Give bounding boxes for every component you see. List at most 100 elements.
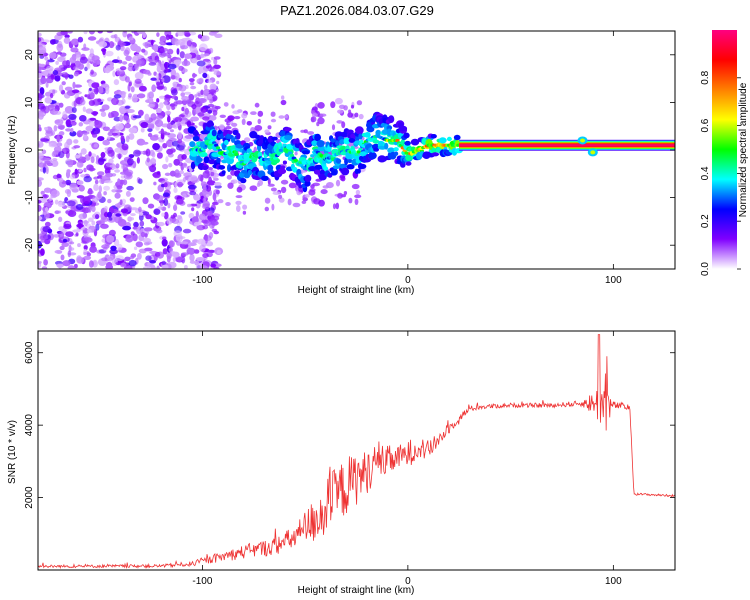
- noise-speckle: [192, 72, 196, 79]
- noise-speckle: [108, 158, 114, 164]
- ridge-blob: [236, 132, 241, 140]
- ridge-blob: [339, 139, 345, 145]
- transition-speckle: [225, 202, 231, 206]
- noise-speckle: [174, 169, 180, 177]
- noise-speckle: [90, 92, 95, 99]
- noise-speckle: [153, 71, 157, 76]
- noise-speckle: [38, 32, 42, 37]
- transition-speckle: [343, 191, 348, 195]
- noise-speckle: [107, 136, 111, 140]
- ridge-blob: [330, 138, 336, 143]
- noise-speckle: [63, 37, 71, 44]
- noise-speckle: [153, 208, 161, 215]
- ridge-blob: [298, 184, 303, 189]
- noise-speckle: [53, 110, 62, 115]
- ridge-blob: [227, 164, 232, 172]
- noise-speckle: [51, 143, 58, 147]
- noise-speckle: [210, 221, 219, 226]
- noise-speckle: [76, 130, 84, 138]
- noise-speckle: [91, 205, 96, 213]
- transition-speckle: [332, 203, 337, 210]
- transition-speckle: [227, 182, 234, 189]
- transition-speckle: [334, 97, 343, 105]
- noise-speckle: [65, 179, 72, 186]
- ridge-blob: [282, 160, 287, 165]
- noise-speckle: [38, 103, 45, 110]
- snr-series-line: [38, 334, 675, 569]
- noise-speckle: [115, 261, 122, 266]
- noise-speckle: [159, 102, 164, 109]
- noise-speckle: [80, 53, 86, 61]
- transition-speckle: [208, 93, 213, 100]
- noise-speckle: [38, 240, 43, 249]
- noise-speckle: [38, 92, 43, 101]
- noise-speckle: [44, 160, 51, 165]
- noise-speckle: [174, 72, 180, 81]
- transition-speckle: [354, 194, 362, 199]
- noise-speckle: [77, 36, 84, 43]
- noise-speckle: [122, 225, 132, 231]
- transition-speckle: [343, 105, 348, 111]
- noise-speckle: [166, 142, 172, 147]
- noise-speckle: [111, 132, 118, 136]
- transition-speckle: [307, 131, 315, 135]
- transition-speckle: [257, 179, 263, 186]
- ridge-blob: [368, 151, 377, 160]
- noise-speckle: [184, 53, 192, 59]
- transition-speckle: [244, 137, 251, 143]
- noise-speckle: [181, 60, 191, 67]
- transition-speckle: [264, 197, 271, 204]
- noise-speckle: [115, 213, 122, 217]
- ridge-blob: [387, 147, 395, 154]
- noise-speckle: [180, 45, 189, 50]
- noise-speckle: [196, 60, 206, 67]
- noise-speckle: [164, 61, 168, 70]
- ridge-core: [215, 146, 221, 150]
- noise-speckle: [200, 89, 204, 96]
- noise-speckle: [114, 192, 121, 199]
- transition-speckle: [336, 120, 343, 124]
- noise-speckle: [180, 92, 185, 97]
- x-tick-label: -100: [192, 275, 212, 286]
- noise-speckle: [151, 152, 156, 158]
- ridge-blob: [405, 161, 412, 166]
- spectrogram-x-ticks: -100 0 100: [192, 31, 622, 286]
- snr-panel: -100 0 100 2000 4000 6000 Height of straight…: [7, 330, 676, 596]
- band-layer: [459, 144, 675, 147]
- noise-speckle: [201, 219, 208, 224]
- noise-speckle: [215, 189, 220, 195]
- noise-speckle: [172, 123, 179, 129]
- noise-speckle: [70, 128, 74, 133]
- transition-speckle: [226, 174, 232, 180]
- noise-speckle: [40, 77, 47, 85]
- noise-speckle: [42, 226, 51, 233]
- x-tick-label: 100: [605, 576, 622, 587]
- noise-speckle: [190, 177, 200, 184]
- noise-speckle: [62, 238, 68, 243]
- ridge-blob: [446, 136, 452, 142]
- ridge-blob: [284, 135, 293, 141]
- noise-speckle: [67, 161, 74, 168]
- transition-speckle: [278, 194, 283, 199]
- noise-speckle: [147, 203, 155, 209]
- x-tick-label: 0: [405, 576, 411, 587]
- noise-speckle: [64, 189, 71, 194]
- noise-speckle: [150, 158, 157, 165]
- transition-speckle: [354, 112, 359, 118]
- ridge-blob: [430, 134, 437, 139]
- noise-speckle: [197, 98, 207, 104]
- noise-speckle: [197, 238, 206, 245]
- noise-speckle: [123, 171, 131, 176]
- noise-speckle: [207, 79, 213, 84]
- noise-speckle: [61, 81, 66, 86]
- ridge-blob: [403, 132, 410, 139]
- noise-speckle: [56, 31, 64, 36]
- noise-speckle: [77, 243, 81, 248]
- noise-speckle: [119, 114, 124, 122]
- noise-speckle: [136, 226, 144, 235]
- transition-speckle: [308, 189, 316, 196]
- y-tick-label: -10: [24, 190, 35, 205]
- noise-speckle: [96, 171, 105, 176]
- noise-speckle: [38, 200, 42, 204]
- noise-speckle: [66, 169, 71, 174]
